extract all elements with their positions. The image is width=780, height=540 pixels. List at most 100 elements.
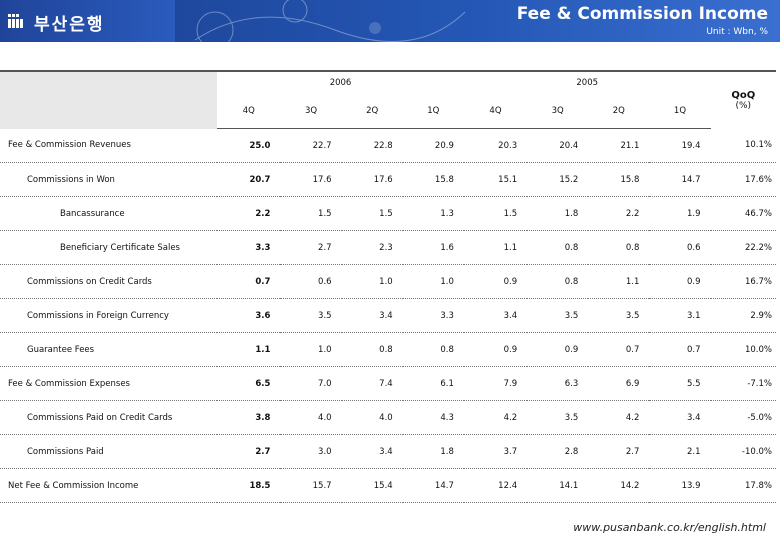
value-cell: 5.5	[649, 366, 711, 401]
value-cell: 2.7	[217, 434, 281, 469]
value-cell: 22.7	[280, 128, 342, 163]
value-cell: 6.1	[402, 366, 464, 401]
qoq-cell: 16.7%	[710, 264, 776, 299]
fee-commission-table: 2006 2005 QoQ (%) 4Q 3Q 2Q 1Q 4Q 3Q 2Q 1…	[0, 70, 780, 503]
row-label: Fee & Commission Expenses	[0, 366, 218, 401]
row-label: Beneficiary Certificate Sales	[0, 230, 218, 265]
value-cell: 3.6	[217, 298, 281, 333]
value-cell: 14.1	[527, 468, 589, 503]
footer-url[interactable]: www.pusanbank.co.kr/english.html	[573, 521, 766, 534]
value-cell: 1.5	[280, 196, 342, 231]
table-row: Commissions Paid 2.7 3.0 3.4 1.8 3.7 2.8 2.7 2.1…	[0, 434, 776, 469]
value-cell: 2.7	[588, 434, 650, 469]
table-row: Bancassurance 2.2 1.5 1.5 1.3 1.5 1.8 2.2 1.9 46.…	[0, 196, 776, 231]
value-cell: 1.9	[649, 196, 711, 231]
value-cell: 1.8	[402, 434, 464, 469]
table-row: Commissions Paid on Credit Cards 3.8 4.0 4.…	[0, 400, 776, 435]
value-cell: 6.9	[588, 366, 650, 401]
value-cell: 3.7	[463, 434, 528, 469]
value-cell: 15.8	[588, 162, 650, 197]
value-cell: 1.0	[280, 332, 342, 367]
qoq-cell: 22.2%	[710, 230, 776, 265]
value-cell: 0.8	[341, 332, 403, 367]
value-cell: 14.7	[649, 162, 711, 197]
value-cell: 0.9	[463, 264, 528, 299]
value-cell: 0.6	[649, 230, 711, 265]
value-cell: 0.7	[588, 332, 650, 367]
value-cell: 18.5	[217, 468, 281, 503]
value-cell: 1.3	[402, 196, 464, 231]
header-banner: 부산은행 Fee & Commission Income Unit : Wbn,…	[0, 0, 780, 42]
header-label-cell	[0, 70, 218, 129]
value-cell: 15.2	[527, 162, 589, 197]
value-cell: 1.0	[341, 264, 403, 299]
row-label: Commissions on Credit Cards	[0, 264, 218, 299]
value-cell: 3.1	[649, 298, 711, 333]
value-cell: 2.7	[280, 230, 342, 265]
qoq-unit: (%)	[735, 100, 752, 111]
value-cell: 15.1	[463, 162, 528, 197]
logo-area: 부산은행	[0, 0, 175, 42]
quarter-header: 1Q	[402, 94, 464, 129]
value-cell: 21.1	[588, 128, 650, 163]
value-cell: 3.5	[527, 400, 589, 435]
value-cell: 14.7	[402, 468, 464, 503]
value-cell: 15.4	[341, 468, 403, 503]
value-cell: 2.1	[649, 434, 711, 469]
quarter-header: 1Q	[649, 94, 711, 129]
qoq-cell: 2.9%	[710, 298, 776, 333]
value-cell: 22.8	[341, 128, 403, 163]
qoq-label: QoQ	[731, 89, 756, 101]
qoq-cell: -5.0%	[710, 400, 776, 435]
value-cell: 4.3	[402, 400, 464, 435]
value-cell: 0.7	[649, 332, 711, 367]
year-2006-header: 2006	[217, 70, 464, 94]
value-cell: 3.5	[280, 298, 342, 333]
value-cell: 4.0	[280, 400, 342, 435]
value-cell: 25.0	[217, 128, 281, 163]
value-cell: 4.0	[341, 400, 403, 435]
value-cell: 3.4	[341, 298, 403, 333]
value-cell: 2.3	[341, 230, 403, 265]
value-cell: 3.5	[527, 298, 589, 333]
value-cell: 0.8	[527, 264, 589, 299]
value-cell: 1.0	[402, 264, 464, 299]
value-cell: 4.2	[588, 400, 650, 435]
quarter-header: 4Q	[463, 94, 528, 129]
value-cell: 2.2	[217, 196, 281, 231]
unit-label: Unit : Wbn, %	[706, 27, 768, 37]
table-row: Fee & Commission Expenses 6.5 7.0 7.4 6.1 7.9…	[0, 366, 776, 401]
value-cell: 3.4	[649, 400, 711, 435]
row-label: Net Fee & Commission Income	[0, 468, 218, 503]
value-cell: 0.9	[527, 332, 589, 367]
value-cell: 1.1	[588, 264, 650, 299]
row-label: Bancassurance	[0, 196, 218, 231]
value-cell: 13.9	[649, 468, 711, 503]
value-cell: 20.9	[402, 128, 464, 163]
quarter-header: 2Q	[588, 94, 650, 129]
table-row: Beneficiary Certificate Sales 3.3 2.7 2.3 1.…	[0, 230, 776, 265]
value-cell: 0.7	[217, 264, 281, 299]
value-cell: 1.6	[402, 230, 464, 265]
quarter-header: 2Q	[341, 94, 403, 129]
row-label: Guarantee Fees	[0, 332, 218, 367]
quarter-header: 4Q	[217, 94, 281, 129]
page-title: Fee & Commission Income	[516, 4, 768, 24]
header-row-years: 2006 2005 QoQ (%)	[0, 70, 776, 129]
header-row-quarters: 4Q 3Q 2Q 1Q 4Q 3Q 2Q 1Q	[0, 94, 776, 129]
qoq-cell: -7.1%	[710, 366, 776, 401]
brand-name: 부산은행	[34, 15, 105, 35]
table-row: Fee & Commission Revenues 25.0 22.7 22.8 20.…	[0, 128, 776, 163]
value-cell: 7.4	[341, 366, 403, 401]
qoq-cell: 10.1%	[710, 128, 776, 163]
value-cell: 3.4	[341, 434, 403, 469]
value-cell: 20.3	[463, 128, 528, 163]
value-cell: 7.0	[280, 366, 342, 401]
bank-logo-icon	[8, 14, 23, 28]
quarter-header: 3Q	[280, 94, 342, 129]
table-row: Commissions in Won 20.7 17.6 17.6 15.8 15.1 15…	[0, 162, 776, 197]
value-cell: 12.4	[463, 468, 528, 503]
value-cell: 1.5	[341, 196, 403, 231]
value-cell: 0.9	[463, 332, 528, 367]
table-row: Guarantee Fees 1.1 1.0 0.8 0.8 0.9 0.9 0.7 0.7 10…	[0, 332, 776, 367]
